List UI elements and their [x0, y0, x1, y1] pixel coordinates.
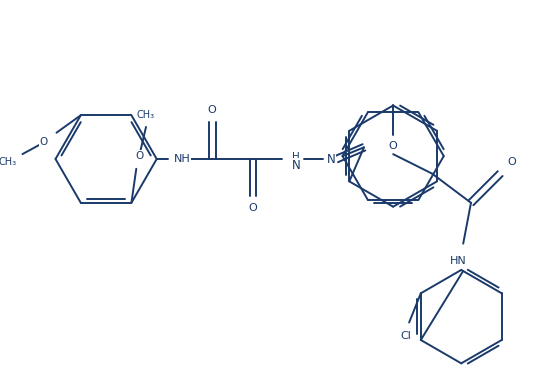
Text: NH: NH [174, 154, 190, 164]
Text: O: O [507, 157, 516, 167]
Text: H: H [292, 152, 300, 162]
Text: CH₃: CH₃ [137, 110, 155, 120]
Text: CH₃: CH₃ [0, 157, 17, 167]
Text: O: O [40, 138, 48, 147]
Text: O: O [389, 142, 397, 151]
Text: HN: HN [450, 256, 466, 266]
Text: N: N [326, 152, 335, 165]
Text: O: O [249, 203, 257, 213]
Text: O: O [208, 105, 217, 115]
Text: Cl: Cl [401, 331, 412, 341]
Text: N: N [291, 159, 300, 172]
Text: O: O [135, 151, 143, 161]
